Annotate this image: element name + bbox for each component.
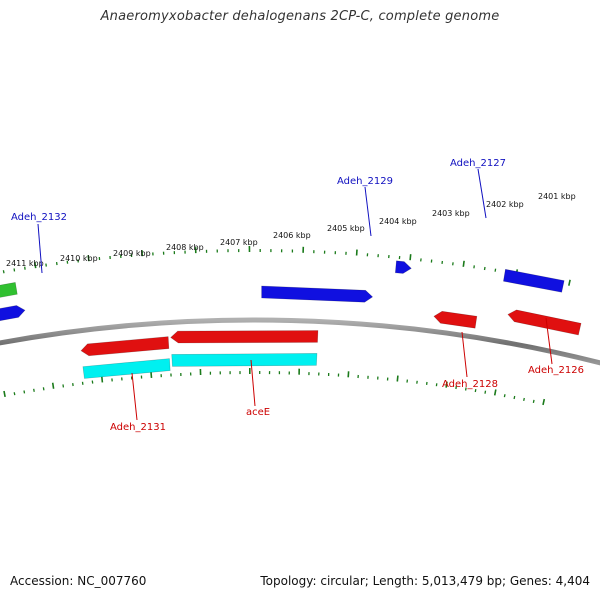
ruler-label: 2409 kbp <box>113 249 151 258</box>
major-tick <box>409 254 412 261</box>
genome-stats-text: Topology: circular; Length: 5,013,479 bp… <box>260 574 590 588</box>
minor-tick <box>33 388 35 392</box>
major-tick <box>101 376 104 383</box>
major-tick <box>542 398 546 406</box>
minor-tick <box>532 399 535 404</box>
gene-label-adeh-2126[interactable]: Adeh_2126 <box>528 365 584 376</box>
major-tick <box>87 255 90 262</box>
outer-ruler <box>2 245 571 286</box>
minor-tick <box>13 392 16 396</box>
major-tick <box>462 260 465 267</box>
callout-line <box>364 186 372 237</box>
callout-line <box>545 317 553 365</box>
callout-line <box>477 168 487 219</box>
gene-label-adeh-2132[interactable]: Adeh_2132 <box>11 212 67 223</box>
ruler-label: 2408 kbp <box>166 243 204 252</box>
gene-block-red-2126[interactable] <box>507 309 582 336</box>
ruler-label: 2405 kbp <box>327 224 365 233</box>
inner-ruler <box>3 368 546 406</box>
gene-block-green[interactable] <box>0 282 18 302</box>
genome-backbone <box>0 317 600 366</box>
gene-label-adeh-2131[interactable]: Adeh_2131 <box>110 422 166 433</box>
gene-block-cyan-acee[interactable] <box>171 353 318 367</box>
gene-block-blue-2132[interactable] <box>0 305 26 325</box>
ruler-label: 2407 kbp <box>220 238 258 247</box>
major-tick <box>445 381 448 388</box>
minor-tick <box>23 390 26 394</box>
gene-block-blue-edge[interactable] <box>503 268 565 293</box>
minor-tick <box>464 387 467 391</box>
gene-label-adeh-2129[interactable]: Adeh_2129 <box>337 176 393 187</box>
gene-block-red-acee[interactable] <box>170 330 319 344</box>
gene-block-blue-2129[interactable] <box>261 285 374 303</box>
ruler-label: 2410 kbp <box>60 254 98 263</box>
minor-tick <box>523 397 525 402</box>
minor-tick <box>484 390 487 394</box>
gene-features <box>0 260 582 379</box>
major-tick <box>568 279 571 286</box>
gene-label-adeh-2127[interactable]: Adeh_2127 <box>450 158 506 169</box>
minor-tick <box>494 268 497 272</box>
minor-tick <box>2 270 5 274</box>
minor-tick <box>503 394 506 398</box>
major-tick <box>51 382 55 389</box>
callout-line <box>131 372 138 421</box>
ruler-label: 2402 kbp <box>486 200 524 209</box>
accession-text: Accession: NC_007760 <box>10 574 147 588</box>
gene-block-red-2131[interactable] <box>80 336 170 357</box>
ruler-label: 2403 kbp <box>432 209 470 218</box>
major-tick <box>34 262 37 269</box>
gene-label-acee[interactable]: aceE <box>246 407 270 418</box>
ruler-labels: 2411 kbp 2410 kbp 2409 kbp 2408 kbp 2407… <box>6 192 576 268</box>
map-title: Anaeromyxobacter dehalogenans 2CP-C, com… <box>100 9 500 24</box>
major-tick <box>3 390 6 398</box>
ruler-label: 2401 kbp <box>538 192 576 201</box>
ruler-label: 2406 kbp <box>273 231 311 240</box>
minor-tick <box>474 388 477 393</box>
gene-block-cyan-2131[interactable] <box>82 358 171 379</box>
major-tick <box>396 375 399 382</box>
gene-callouts: Adeh_2132 Adeh_2129 Adeh_2127 Adeh_2131 … <box>11 158 584 433</box>
gene-block-red-2128[interactable] <box>433 310 478 329</box>
ruler-label: 2404 kbp <box>379 217 417 226</box>
callout-line <box>250 359 256 407</box>
callout-line <box>461 331 468 378</box>
callout-line <box>37 223 43 274</box>
minor-tick <box>42 387 45 391</box>
gene-block-blue-2127[interactable] <box>394 260 412 274</box>
minor-tick <box>483 266 486 271</box>
minor-tick <box>513 395 516 400</box>
major-tick <box>493 389 497 396</box>
major-tick <box>150 371 153 378</box>
ruler-label: 2411 kbp <box>6 259 44 268</box>
gene-label-adeh-2128[interactable]: Adeh_2128 <box>442 379 498 390</box>
